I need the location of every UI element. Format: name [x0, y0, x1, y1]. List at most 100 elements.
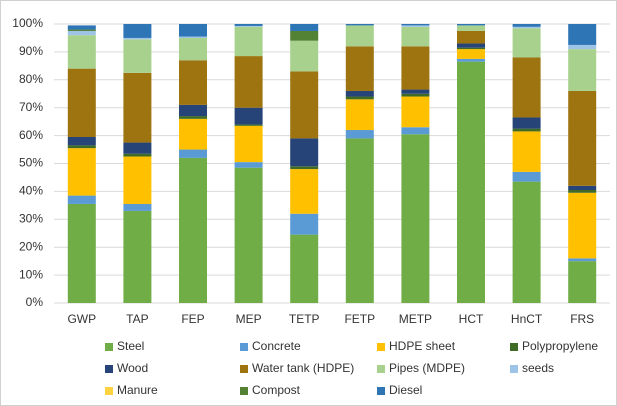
bar-segment [179, 60, 207, 105]
bar-segment [234, 124, 263, 126]
x-tick-label: FETP [344, 312, 375, 326]
legend-swatch [377, 387, 385, 395]
bar-segment [457, 30, 485, 44]
bar-segment [401, 127, 430, 135]
bar-segment [234, 125, 263, 163]
bar-segment [123, 203, 152, 211]
x-tick-label: HCT [459, 312, 484, 326]
bar-segment [345, 138, 374, 303]
bar-segment [568, 49, 597, 91]
legend-label: Pipes (MDPE) [389, 361, 465, 375]
bar-segment [568, 90, 597, 186]
legend-label: Diesel [389, 383, 422, 397]
legend-swatch [105, 387, 113, 395]
y-tick-label: 60% [19, 128, 43, 142]
bar-segment [568, 190, 597, 193]
x-tick-label: GWP [67, 312, 96, 326]
bar-segment [290, 169, 319, 214]
bar-segment [401, 25, 430, 27]
bar-segment [234, 25, 263, 27]
bar-segment [123, 153, 152, 157]
bar-segment [234, 56, 263, 108]
bar-segment [401, 93, 430, 97]
bar-segment [234, 162, 263, 168]
legend-swatch [510, 365, 518, 373]
legend-swatch [105, 343, 113, 351]
bar-segment [401, 89, 430, 94]
bar-segment [457, 49, 485, 59]
bar-segment [179, 24, 207, 37]
bar-segment [123, 72, 152, 143]
y-tick-label: 50% [19, 156, 43, 170]
bar-segment [512, 131, 541, 172]
legend-swatch [377, 343, 385, 351]
bar-segment [290, 30, 319, 41]
legend-swatch [510, 343, 518, 351]
bar-segment [512, 117, 541, 129]
bar-segment [401, 46, 430, 90]
bar-segment [179, 149, 207, 158]
bar-segment [401, 96, 430, 128]
bar-segment [179, 118, 207, 150]
bar-segment [345, 130, 374, 139]
x-tick-label: TETP [289, 312, 320, 326]
bar-segment [67, 35, 96, 69]
bar-segment [568, 185, 597, 191]
bar-segment [123, 24, 152, 38]
legend-label: Steel [117, 339, 144, 353]
bar-segment [512, 181, 541, 303]
y-tick-label: 70% [19, 100, 43, 114]
bar-segment [234, 26, 263, 57]
bar-segment [290, 138, 319, 167]
legend-label: Manure [117, 383, 158, 397]
bar-segment [568, 258, 597, 262]
bar-segment [290, 213, 319, 235]
bar-segment [67, 25, 96, 30]
bar-segment [401, 134, 430, 303]
bar-segment [568, 24, 597, 45]
bar-segment [290, 40, 319, 72]
legend-swatch [105, 365, 113, 373]
bar-segment [67, 30, 96, 36]
bar-segment [290, 24, 319, 31]
bar-segment [179, 36, 207, 38]
legend-label: Polypropylene [522, 339, 598, 353]
bar-segment [67, 195, 96, 204]
bar-segment [67, 203, 96, 303]
y-tick-label: 90% [19, 44, 43, 58]
bar-segment [345, 46, 374, 91]
legend-swatch [240, 365, 248, 373]
x-tick-label: HnCT [511, 312, 543, 326]
bar-segment [290, 234, 319, 303]
y-tick-label: 20% [19, 239, 43, 253]
bar-segment [67, 148, 96, 196]
bar-segment [512, 57, 541, 118]
bar-segment [345, 96, 374, 100]
bar-segment [457, 47, 485, 50]
bar-segment [512, 28, 541, 58]
bar-segment [179, 104, 207, 117]
legend-swatch [377, 365, 385, 373]
bar-segment [234, 24, 263, 26]
bar-segment [568, 44, 597, 50]
legend-label: HDPE sheet [389, 339, 456, 353]
legend-swatch [240, 343, 248, 351]
bar-segment [67, 145, 96, 149]
legend-swatch [240, 387, 248, 395]
bar-segment [67, 68, 96, 137]
bar-segment [457, 58, 485, 62]
bar-segment [568, 261, 597, 303]
bar-segment [457, 43, 485, 48]
y-tick-label: 80% [19, 72, 43, 86]
bar-segment [123, 156, 152, 204]
bar-segment [457, 61, 485, 303]
bar-segment [401, 26, 430, 47]
x-tick-label: MEP [236, 312, 262, 326]
bar-segment [290, 71, 319, 139]
bar-segment [345, 99, 374, 131]
bar-segment [512, 171, 541, 182]
bar-segment [290, 166, 319, 170]
bar-segment [512, 128, 541, 132]
bar-segment [345, 24, 374, 26]
legend-label: Wood [117, 361, 148, 375]
